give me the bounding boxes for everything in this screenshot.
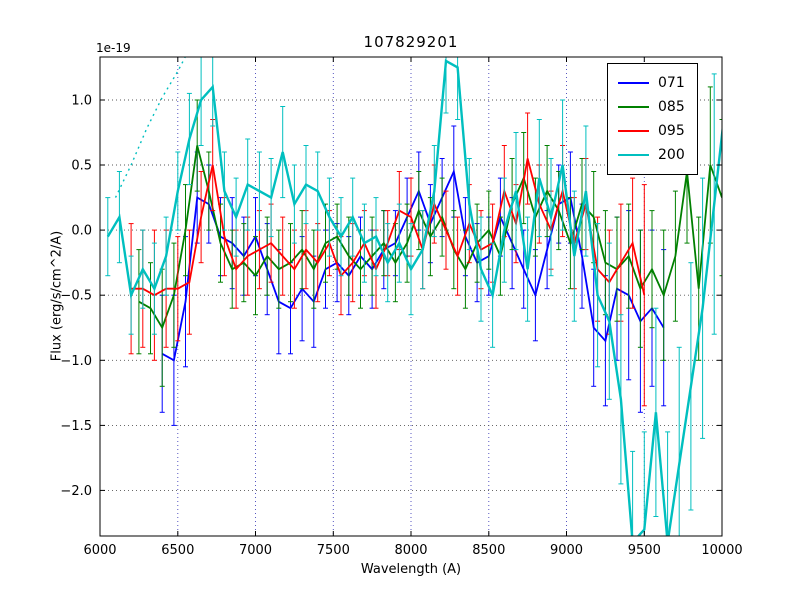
- error-bars-085: [136, 86, 722, 387]
- svg-text:−0.5: −0.5: [60, 289, 92, 304]
- svg-text:−1.0: −1.0: [60, 354, 92, 369]
- legend-label: 085: [658, 99, 685, 115]
- legend-line-sample-200: [618, 154, 649, 156]
- svg-text:0.5: 0.5: [71, 159, 92, 174]
- svg-text:0.0: 0.0: [71, 224, 92, 239]
- y-tick-labels: 1.0 0.5 0.0 −0.5 −1.0 −1.5 −2.0: [60, 94, 92, 499]
- svg-text:7000: 7000: [239, 543, 272, 558]
- svg-text:9500: 9500: [628, 543, 661, 558]
- svg-text:7500: 7500: [317, 543, 350, 558]
- legend-item-200: 200: [618, 143, 685, 167]
- svg-text:8000: 8000: [394, 543, 427, 558]
- y-offset-label: 1e-19: [96, 41, 131, 55]
- svg-text:−2.0: −2.0: [60, 484, 92, 499]
- series-line-200: [106, 58, 722, 536]
- svg-text:6500: 6500: [161, 543, 194, 558]
- legend: 071 085 095 200: [607, 63, 698, 175]
- legend-line-sample-095: [618, 130, 649, 132]
- legend-line-sample-085: [618, 106, 649, 108]
- svg-text:1.0: 1.0: [71, 94, 92, 109]
- series-line-200-dotted: [114, 57, 187, 198]
- svg-text:10000: 10000: [701, 543, 742, 558]
- legend-label: 200: [658, 147, 685, 163]
- svg-text:6000: 6000: [83, 543, 116, 558]
- series-line-071: [161, 168, 665, 362]
- legend-line-sample-071: [618, 82, 649, 84]
- plot-title: 107829201: [363, 33, 459, 51]
- y-axis-label: Flux (erg/s/cm^2/A): [49, 230, 65, 362]
- axis-ticks: [99, 57, 723, 536]
- legend-item-085: 085: [618, 95, 685, 119]
- svg-text:−1.5: −1.5: [60, 419, 92, 434]
- legend-label: 095: [658, 123, 685, 139]
- legend-item-071: 071: [618, 71, 685, 95]
- svg-text:9000: 9000: [550, 543, 583, 558]
- legend-label: 071: [658, 75, 685, 91]
- x-axis-label: Wavelength (A): [360, 562, 462, 577]
- x-tick-labels: 6000 6500 7000 7500 8000 8500 9000 9500 10000: [83, 543, 742, 558]
- legend-item-095: 095: [618, 119, 685, 143]
- svg-text:8500: 8500: [472, 543, 505, 558]
